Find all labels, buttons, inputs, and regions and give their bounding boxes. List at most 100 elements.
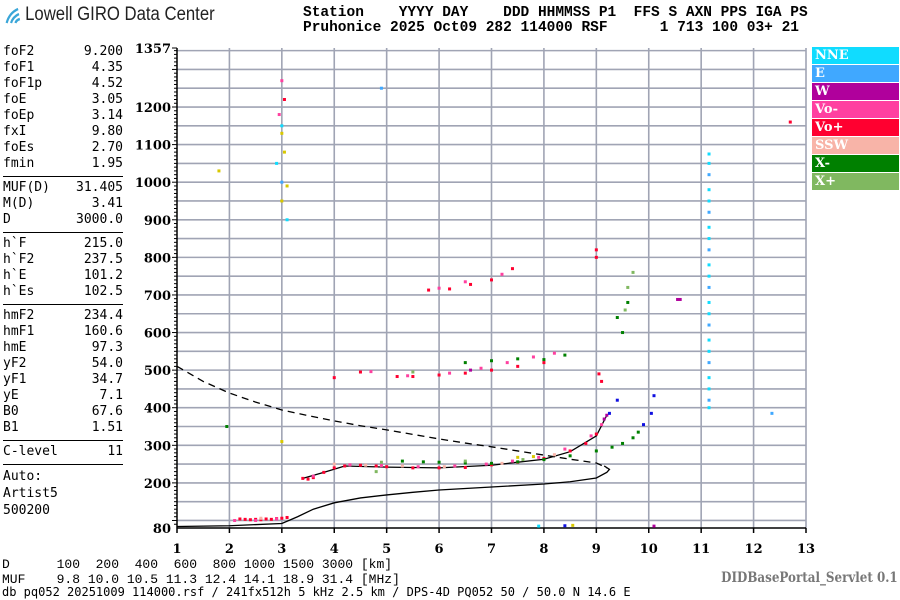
param-value: 3.05 [91, 92, 123, 107]
param-name: B0 [3, 404, 19, 419]
echo-point [463, 361, 467, 365]
echo-point [463, 459, 467, 463]
echo-point [568, 454, 572, 458]
echo-point [537, 524, 541, 528]
param-name: hmF1 [3, 324, 35, 339]
echo-point [631, 270, 635, 274]
echo-point [306, 477, 310, 481]
echo-point [238, 517, 242, 521]
muf-curve [176, 365, 608, 469]
param-name: h`E [3, 268, 27, 283]
echo-point [707, 349, 711, 353]
x-tick-label: 10 [640, 542, 658, 557]
x-tick-label: 11 [692, 542, 710, 557]
divider [3, 304, 123, 305]
echo-point [264, 517, 268, 521]
echo-point [379, 460, 383, 464]
divider [3, 440, 123, 441]
param-value: 3.14 [91, 108, 123, 123]
echo-point [707, 274, 711, 278]
param-value: 160.6 [83, 324, 123, 339]
echo-point [421, 460, 425, 464]
echo-point [615, 398, 619, 402]
distance-row: D 100 200 400 600 800 1000 1500 3000 [km… [2, 557, 393, 572]
echo-point [631, 436, 635, 440]
param-value: 67.6 [91, 404, 123, 419]
param-value: 34.7 [91, 372, 123, 387]
echo-point [275, 517, 279, 521]
echo-point [563, 353, 567, 357]
param-row: hmF1 160.6 [3, 324, 123, 340]
param-name: foE [3, 92, 27, 107]
echo-point [358, 463, 362, 467]
echo-point [707, 210, 711, 214]
echo-point [500, 461, 504, 465]
echo-point [707, 152, 711, 156]
echo-point [505, 361, 509, 365]
echo-point [500, 272, 504, 276]
echo-point [358, 370, 362, 374]
param-value: 1.95 [91, 156, 123, 171]
echo-point [707, 323, 711, 327]
echo-point [678, 297, 682, 301]
x-tick-label: 8 [539, 542, 548, 557]
echo-point [542, 358, 546, 362]
param-name: C-level [3, 444, 58, 459]
echo-point [301, 476, 305, 480]
echo-point [463, 371, 467, 375]
echo-point [427, 288, 431, 292]
x-tick-label: 7 [487, 542, 496, 557]
echo-point [707, 263, 711, 267]
legend: NNE E W Vo- Vo+ SSW X- X+ [812, 47, 899, 191]
y-tick-label: 1200 [135, 101, 171, 116]
ionogram-plot: 1 2 3 4 5 6 7 8 9 10 11 12 1313571200110010009008007… [135, 42, 815, 557]
param-name: foF1p [3, 76, 43, 91]
param-name: D [3, 212, 11, 227]
param-name: fmin [3, 156, 35, 171]
echo-point [282, 150, 286, 154]
logo-text: Lowell GIRO Data Center [25, 4, 215, 25]
echo-point [469, 282, 473, 286]
param-name: fxI [3, 124, 27, 139]
y-tick-label: 1357 [135, 42, 171, 57]
echo-point [469, 368, 473, 372]
echo-point [642, 423, 646, 427]
echo-point [379, 464, 383, 468]
param-name: foF1 [3, 60, 35, 75]
param-value: 234.4 [83, 308, 123, 323]
echo-point [322, 470, 326, 474]
echo-point [707, 398, 711, 402]
param-row: D 3000.0 [3, 212, 123, 228]
echo-point [707, 237, 711, 241]
giro-logo: Lowell GIRO Data Center [4, 4, 215, 26]
echo-point [490, 359, 493, 363]
echo-point [626, 300, 630, 304]
param-row: hmF2 234.4 [3, 308, 123, 324]
x-tick-label: 6 [435, 542, 444, 557]
x-tick-label: 5 [382, 542, 391, 557]
param-row: h`F2 237.5 [3, 252, 123, 268]
param-value: 7.1 [99, 388, 123, 403]
param-row: h`Es 102.5 [3, 284, 123, 300]
echo-point [589, 434, 593, 438]
param-row: MUF(D) 31.405 [3, 180, 123, 196]
echo-point [516, 455, 520, 459]
echo-point [400, 464, 404, 468]
param-value: 2.70 [91, 140, 123, 155]
servlet-label: DIDBasePortal_Servlet 0.1 [721, 570, 898, 586]
echo-point [707, 406, 711, 410]
echo-point [280, 131, 284, 135]
echo-point [343, 464, 347, 468]
echo-point [563, 447, 567, 451]
echo-point [621, 331, 625, 335]
echo-point [332, 466, 336, 470]
echo-point [479, 366, 483, 370]
echo-point [707, 361, 711, 365]
param-name: hmE [3, 340, 27, 355]
echo-point [348, 463, 352, 467]
param-value: 54.0 [91, 356, 123, 371]
muf-row: MUF 9.8 10.0 10.5 11.3 12.4 14.1 18.9 31… [2, 572, 400, 587]
x-tick-label: 2 [225, 542, 234, 557]
echo-point [552, 453, 556, 457]
param-name: foF2 [3, 44, 35, 59]
